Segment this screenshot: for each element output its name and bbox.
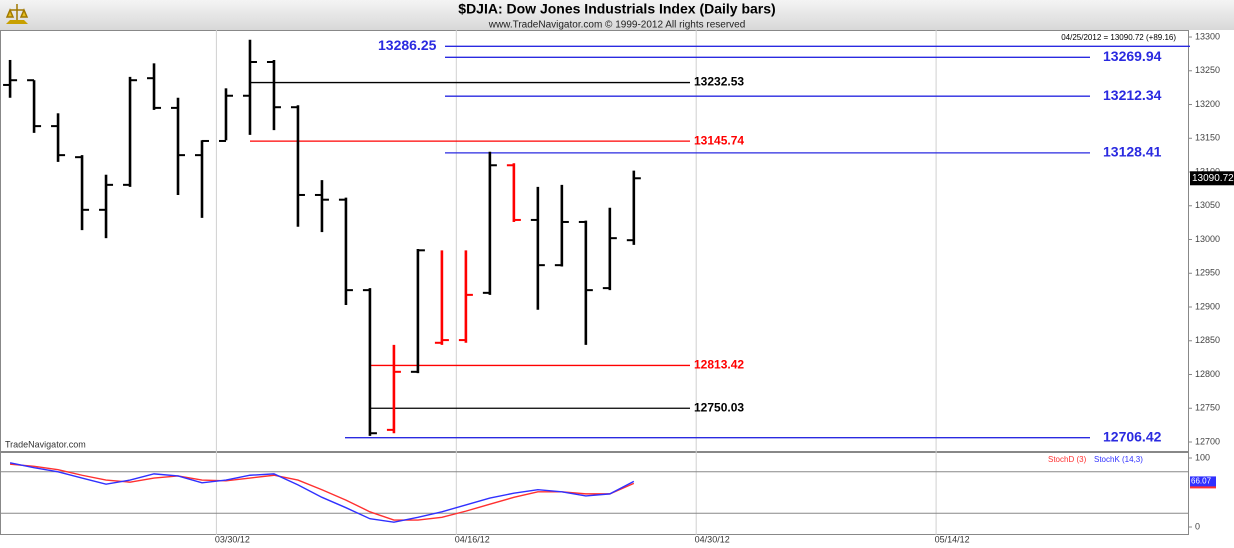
level-label: 12706.42 [1103, 428, 1162, 444]
stoch-line [9, 462, 635, 523]
x-tick-label: 05/14/12 [935, 534, 970, 544]
last-value-box [1190, 476, 1216, 487]
last-value-label: 66.07 [1191, 477, 1212, 486]
price-pane [0, 30, 1189, 452]
header-bar [0, 0, 1234, 30]
legend-entry: StochD (3) [1048, 455, 1087, 464]
x-tick-label: 03/30/12 [215, 534, 250, 544]
y-tick-label: 13050 [1195, 200, 1220, 210]
y-tick-label: 12750 [1195, 403, 1220, 413]
level-label: 13145.74 [694, 133, 744, 147]
y-tick-label: 12850 [1195, 335, 1220, 345]
y-tick-label: 12900 [1195, 301, 1220, 311]
x-tick-label: 04/16/12 [455, 534, 490, 544]
y-tick-label: 13150 [1195, 133, 1220, 143]
level-label: 13128.41 [1103, 144, 1162, 160]
level-label: 13269.94 [1103, 48, 1162, 64]
last-info: 04/25/2012 = 13090.72 (+89.16) [1061, 33, 1176, 42]
chart-subtitle: www.TradeNavigator.com © 1999-2012 All r… [488, 20, 746, 31]
y-tick-label: 13200 [1195, 99, 1220, 109]
level-label: 12813.42 [694, 358, 744, 372]
stoch-line [10, 463, 635, 521]
level-label: 13286.25 [378, 37, 437, 53]
y-tick-label: 0 [1195, 521, 1200, 531]
last-value-label: 13090.72 [1192, 173, 1234, 184]
watermark: TradeNavigator.com [5, 439, 86, 449]
y-tick-label: 12800 [1195, 369, 1220, 379]
y-tick-label: 13300 [1195, 31, 1220, 41]
level-label: 13212.34 [1103, 87, 1162, 103]
stoch-pane [0, 452, 1189, 535]
y-tick-label: 12700 [1195, 436, 1220, 446]
chart-title: $DJIA: Dow Jones Industrials Index (Dail… [458, 1, 775, 17]
y-tick-label: 13250 [1195, 65, 1220, 75]
y-tick-label: 13000 [1195, 234, 1220, 244]
level-label: 12750.03 [694, 400, 744, 414]
y-tick-label: 12950 [1195, 268, 1220, 278]
x-tick-label: 04/30/12 [695, 534, 730, 544]
y-tick-label: 100 [1195, 452, 1210, 462]
level-label: 13232.53 [694, 75, 744, 89]
logo [5, 4, 29, 24]
last-value-box [1190, 171, 1234, 186]
legend-entry: StochK (14,3) [1094, 455, 1143, 464]
